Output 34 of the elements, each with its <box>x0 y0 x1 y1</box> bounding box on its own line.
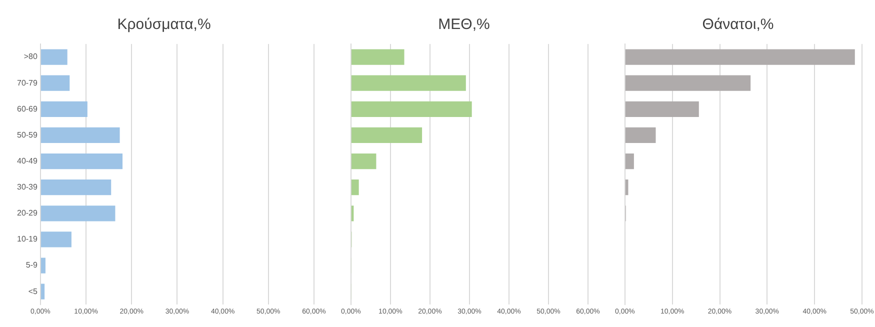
y-tick-label: 10-19 <box>16 234 38 244</box>
bar <box>40 206 116 222</box>
bar <box>625 153 634 170</box>
bar <box>351 75 466 91</box>
y-tick-label: 70-79 <box>16 78 38 88</box>
y-tick-label: 40-49 <box>16 156 38 166</box>
bar <box>351 180 359 196</box>
chart-title: ΜΕΘ,% <box>438 16 490 34</box>
y-tick-label: 30-39 <box>16 182 38 192</box>
bar <box>40 75 70 91</box>
bar <box>40 284 45 300</box>
bar <box>40 232 72 248</box>
bar <box>40 153 123 170</box>
y-tick-label: >80 <box>24 52 38 62</box>
bar <box>40 127 120 144</box>
y-tick-label: 20-29 <box>16 208 38 218</box>
bar <box>625 101 699 117</box>
y-tick-label: 60-69 <box>16 104 38 114</box>
bar <box>351 127 422 144</box>
bar <box>625 127 656 144</box>
bar <box>40 258 46 274</box>
bar <box>625 49 855 65</box>
chart-title: Κρούσματα,% <box>117 16 211 34</box>
bar <box>625 75 751 91</box>
bar <box>40 180 112 196</box>
y-tick-label: <5 <box>28 286 38 296</box>
bar <box>351 49 404 65</box>
bar <box>351 153 376 170</box>
bar <box>40 101 88 117</box>
bar <box>40 49 68 65</box>
y-tick-label: 50-59 <box>16 130 38 140</box>
y-tick-label: 5-9 <box>26 260 38 270</box>
chart-title: Θάνατοι,% <box>702 16 774 34</box>
bar <box>351 101 472 117</box>
